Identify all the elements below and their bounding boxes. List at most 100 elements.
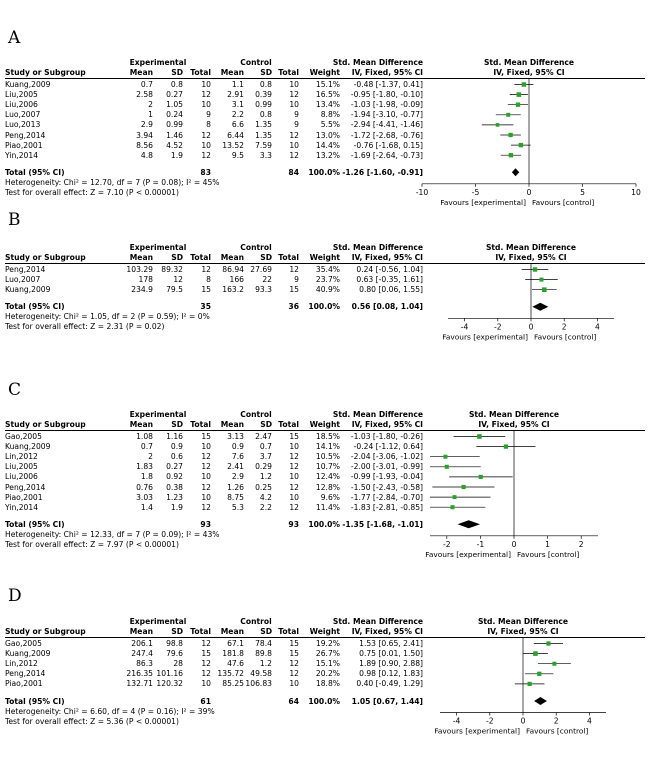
header-rule [5,263,645,264]
exp-mean-header: Mean [129,68,153,77]
exp-mean: 0.7 [140,80,153,89]
weight-header: Weight [309,253,340,262]
x-tick-label: 5 [580,188,585,197]
study-marker [443,454,448,459]
x-tick-label: -2 [486,717,494,726]
exp-mean: 1.8 [140,472,153,482]
ctl-sd: 49.58 [250,669,272,679]
ctl-sd: 4.2 [259,492,272,502]
ctl-sd: 1.2 [259,472,272,482]
ctl-mean: 47.6 [227,659,244,669]
study-ci: 0.98 [0.12, 1.83] [359,669,423,679]
study-ci: -1.69 [-2.64, -0.73] [350,150,423,160]
exp-total: 12 [201,452,211,462]
study-weight: 9.6% [320,492,340,502]
exp-mean: 2.58 [136,90,153,100]
ctl-total: 10 [289,80,299,89]
study-marker [506,112,511,117]
study-name: Peng,2014 [5,265,46,274]
ctl-sd: 93.3 [255,285,272,295]
ctl-sd: 22 [262,275,272,285]
study-ci: -1.72 [-2.68, -0.76] [350,130,423,140]
ctl-total: 12 [289,150,299,160]
favours-right-label: Favours [control] [534,332,596,341]
exp-sd-header: SD [171,68,183,77]
exp-mean: 247.4 [131,649,153,659]
ctl-mean: 13.52 [222,140,244,150]
exp-mean: 0.7 [140,442,153,452]
study-marker [532,267,538,272]
study-ci: -0.24 [-1.12, 0.64] [353,442,423,452]
study-weight: 10.5% [315,452,340,462]
ctl-sd: 1.35 [255,120,272,130]
ci-header: IV, Fixed, 95% CI [351,627,423,636]
study-column-header: Study or Subgroup [5,253,86,262]
exp-mean: 1.08 [136,432,153,441]
exp-total: 12 [201,659,211,669]
exp-total: 12 [201,90,211,100]
ctl-sd-header: SD [260,420,272,429]
ctl-mean: 9.5 [231,150,244,160]
study-name: Yin,2014 [5,502,39,512]
panel-label: B [8,210,21,230]
exp-total: 12 [201,462,211,472]
exp-total-header: Total [190,253,211,262]
study-marker [527,681,532,687]
x-tick-label: 2 [562,322,567,331]
study-name: Liu,2005 [5,90,38,100]
exp-total: 10 [201,679,211,689]
exp-grand-total: 83 [200,167,211,177]
exp-sd: 98.8 [166,639,183,648]
study-name: Gao,2005 [5,432,42,441]
effect-column-title: Std. Mean Difference [332,410,423,419]
study-ci: 0.75 [0.01, 1.50] [359,649,423,659]
forest-ci-header: IV, Fixed, 95% CI [478,420,550,429]
exp-sd-header: SD [171,253,183,262]
study-marker [552,661,557,666]
experimental-group-header: Experimental [129,58,187,67]
ctl-sd: 2.47 [255,432,272,441]
experimental-group-header: Experimental [129,410,187,419]
ctl-sd: 0.8 [259,110,272,120]
study-marker [518,142,524,148]
ctl-mean: 8.75 [227,492,244,502]
study-marker [450,505,455,510]
study-name: Kuang,2009 [5,649,51,659]
study-weight: 18.5% [315,432,340,441]
exp-mean: 3.94 [136,130,153,140]
total-ci: 1.05 [0.67, 1.44] [351,696,423,706]
total-label: Total (95% CI) [5,167,65,177]
total-ci: -1.35 [-1.68, -1.01] [342,519,423,529]
effect-column-title: Std. Mean Difference [332,58,423,67]
exp-mean: 2 [148,100,153,110]
x-tick-label: 10 [631,188,641,197]
panel-label: D [8,586,22,606]
ctl-sd: 0.99 [255,100,272,110]
ctl-sd: 78.4 [255,639,272,648]
weight-header: Weight [309,68,340,77]
exp-mean: 86.3 [136,659,153,669]
study-weight: 35.4% [315,265,340,274]
total-ci: -1.26 [-1.60, -0.91] [342,167,423,177]
ctl-sd-header: SD [260,627,272,636]
ctl-mean: 2.2 [231,110,244,120]
study-name: Piao,2001 [5,679,43,689]
exp-mean-header: Mean [129,627,153,636]
exp-total: 10 [201,472,211,482]
ctl-total: 15 [289,649,299,659]
panel-label: C [8,380,22,400]
study-marker [478,474,483,479]
exp-total: 12 [201,669,211,679]
exp-total: 15 [201,432,211,441]
control-group-header: Control [240,617,272,626]
study-marker [508,153,514,158]
exp-mean: 1 [148,110,153,120]
ctl-total: 12 [289,452,299,462]
study-name: Piao,2001 [5,492,43,502]
exp-sd: 0.24 [166,110,183,120]
ctl-mean-header: Mean [220,420,244,429]
ctl-mean: 2.41 [227,462,244,472]
ctl-mean: 0.9 [231,442,244,452]
exp-total: 12 [201,502,211,512]
ctl-total-header: Total [278,627,299,636]
